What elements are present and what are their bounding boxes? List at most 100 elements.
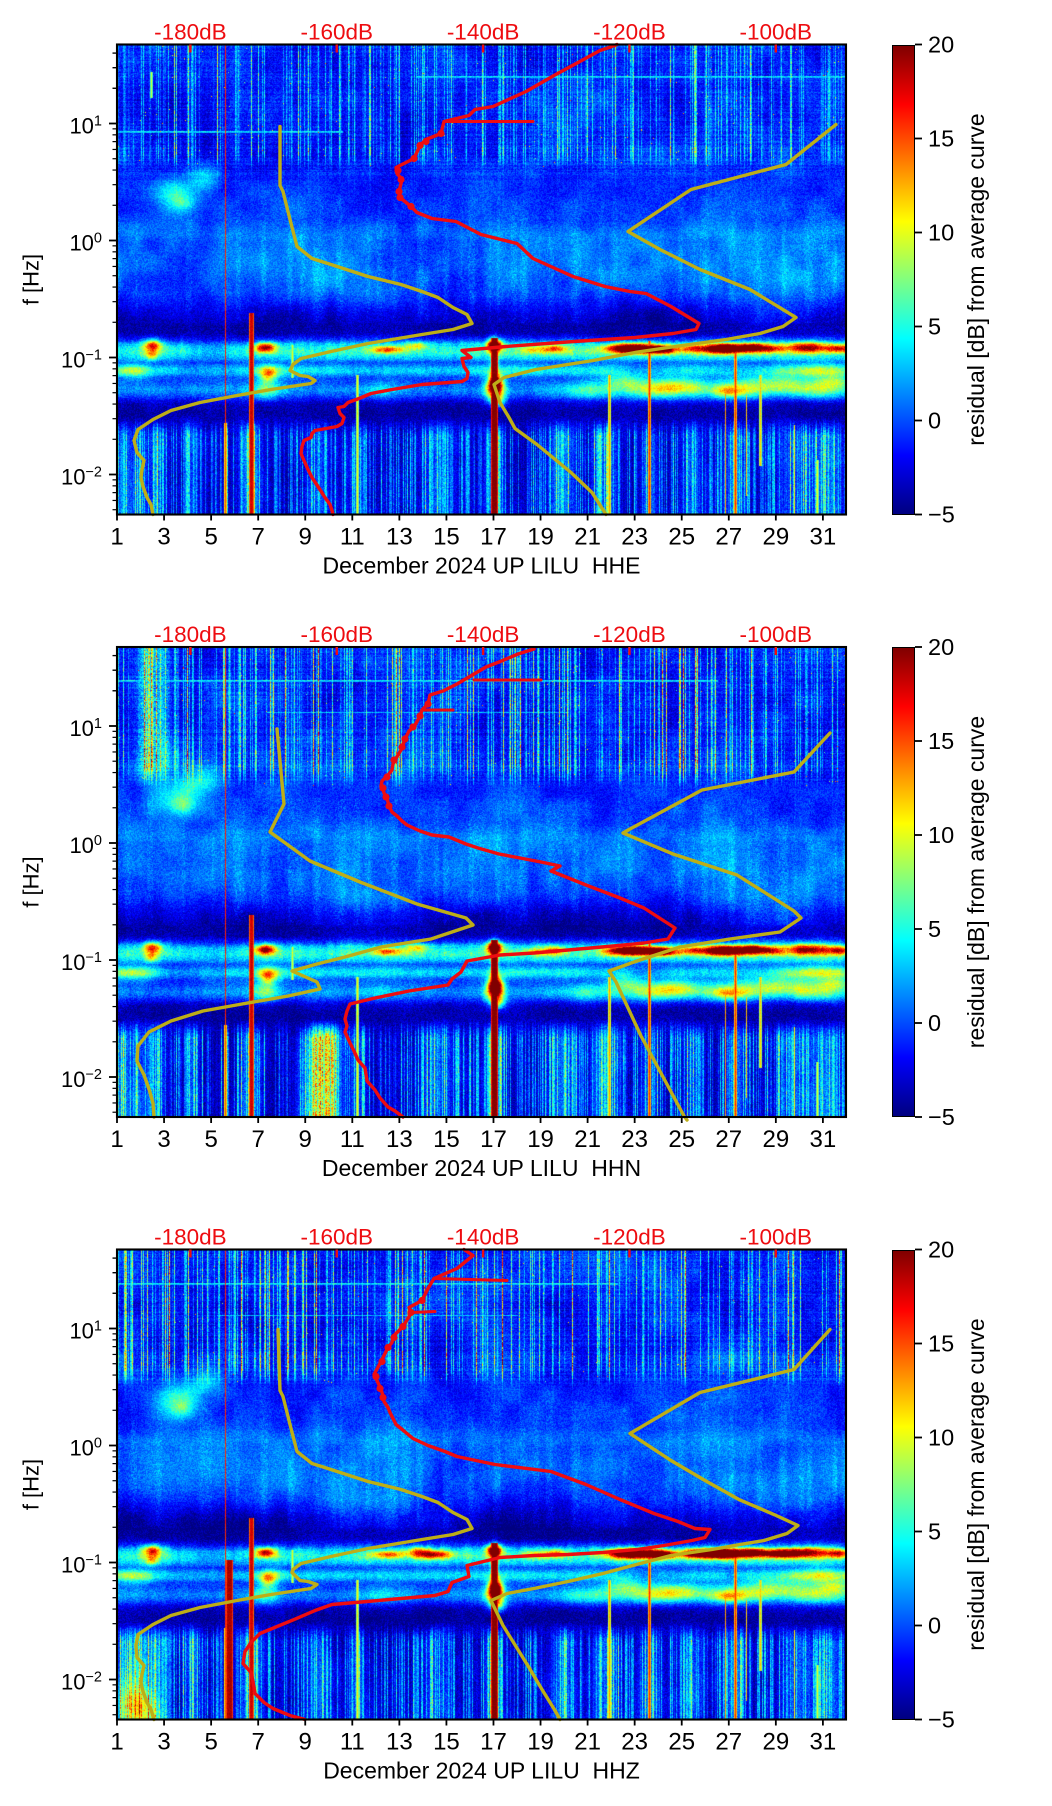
svg-text:19: 19 xyxy=(527,1126,554,1153)
svg-text:December 2024 UP LILU HHZ: December 2024 UP LILU HHZ xyxy=(323,1758,640,1784)
svg-text:9: 9 xyxy=(299,1729,312,1756)
svg-text:10−2: 10−2 xyxy=(61,1670,102,1695)
svg-text:7: 7 xyxy=(252,1729,265,1756)
svg-text:101: 101 xyxy=(69,716,102,741)
svg-text:residual [dB] from average cur: residual [dB] from average curve xyxy=(963,113,989,445)
svg-text:23: 23 xyxy=(621,524,648,551)
svg-text:17: 17 xyxy=(480,524,507,551)
svg-text:101: 101 xyxy=(69,114,102,139)
svg-text:29: 29 xyxy=(762,524,789,551)
svg-text:residual [dB] from average cur: residual [dB] from average curve xyxy=(963,1318,989,1650)
svg-text:-140dB: -140dB xyxy=(447,20,520,45)
svg-text:25: 25 xyxy=(668,524,695,551)
svg-text:f [Hz]: f [Hz] xyxy=(19,1459,44,1510)
svg-text:1: 1 xyxy=(110,524,123,551)
svg-text:7: 7 xyxy=(252,524,265,551)
svg-text:−5: −5 xyxy=(928,1104,955,1130)
svg-text:15: 15 xyxy=(433,524,460,551)
svg-text:10−1: 10−1 xyxy=(61,1553,102,1578)
svg-text:100: 100 xyxy=(69,1436,102,1461)
svg-text:13: 13 xyxy=(386,1126,413,1153)
svg-text:21: 21 xyxy=(574,524,601,551)
svg-text:−5: −5 xyxy=(928,502,955,528)
svg-text:31: 31 xyxy=(810,1729,837,1756)
svg-text:20: 20 xyxy=(928,634,954,660)
svg-text:10: 10 xyxy=(928,1425,954,1451)
svg-text:15: 15 xyxy=(928,728,954,754)
svg-text:residual [dB] from average cur: residual [dB] from average curve xyxy=(963,716,989,1048)
svg-text:10: 10 xyxy=(928,220,954,246)
svg-text:27: 27 xyxy=(715,524,742,551)
svg-text:100: 100 xyxy=(69,833,102,858)
svg-text:-160dB: -160dB xyxy=(300,622,373,647)
svg-text:December 2024 UP LILU HHE: December 2024 UP LILU HHE xyxy=(323,553,641,579)
svg-text:20: 20 xyxy=(928,1237,954,1263)
svg-text:-120dB: -120dB xyxy=(593,20,666,45)
svg-text:10−1: 10−1 xyxy=(61,950,102,975)
svg-text:5: 5 xyxy=(928,916,941,942)
svg-text:10−2: 10−2 xyxy=(61,1067,102,1092)
svg-text:-160dB: -160dB xyxy=(300,1225,373,1250)
svg-text:3: 3 xyxy=(157,1729,170,1756)
svg-text:3: 3 xyxy=(157,1126,170,1153)
svg-text:-120dB: -120dB xyxy=(593,622,666,647)
svg-text:1: 1 xyxy=(110,1126,123,1153)
svg-text:17: 17 xyxy=(480,1729,507,1756)
svg-text:5: 5 xyxy=(204,1126,217,1153)
svg-text:15: 15 xyxy=(928,1331,954,1357)
svg-text:101: 101 xyxy=(69,1319,102,1344)
svg-text:11: 11 xyxy=(340,1729,365,1756)
svg-text:13: 13 xyxy=(386,1729,413,1756)
svg-text:10−2: 10−2 xyxy=(61,465,102,490)
svg-text:9: 9 xyxy=(299,524,312,551)
svg-text:11: 11 xyxy=(340,524,365,551)
svg-text:31: 31 xyxy=(810,524,837,551)
svg-text:-180dB: -180dB xyxy=(154,20,227,45)
svg-text:5: 5 xyxy=(928,314,941,340)
svg-text:13: 13 xyxy=(386,524,413,551)
svg-text:-100dB: -100dB xyxy=(740,1225,813,1250)
svg-text:-140dB: -140dB xyxy=(447,622,520,647)
svg-text:5: 5 xyxy=(928,1519,941,1545)
svg-text:7: 7 xyxy=(252,1126,265,1153)
svg-text:5: 5 xyxy=(204,1729,217,1756)
svg-text:17: 17 xyxy=(480,1126,507,1153)
svg-text:20: 20 xyxy=(928,32,954,58)
svg-text:15: 15 xyxy=(433,1126,460,1153)
svg-text:-120dB: -120dB xyxy=(593,1225,666,1250)
svg-text:11: 11 xyxy=(340,1126,365,1153)
svg-text:27: 27 xyxy=(715,1126,742,1153)
svg-text:-160dB: -160dB xyxy=(300,20,373,45)
svg-text:29: 29 xyxy=(762,1126,789,1153)
svg-text:−5: −5 xyxy=(928,1707,955,1733)
svg-text:0: 0 xyxy=(928,1010,941,1036)
svg-text:9: 9 xyxy=(299,1126,312,1153)
svg-text:25: 25 xyxy=(668,1126,695,1153)
svg-text:21: 21 xyxy=(574,1729,601,1756)
svg-text:December 2024 UP LILU HHN: December 2024 UP LILU HHN xyxy=(322,1155,641,1181)
svg-text:100: 100 xyxy=(69,231,102,256)
svg-text:23: 23 xyxy=(621,1126,648,1153)
svg-text:1: 1 xyxy=(110,1729,123,1756)
svg-text:29: 29 xyxy=(762,1729,789,1756)
svg-text:-180dB: -180dB xyxy=(154,622,227,647)
svg-text:f [Hz]: f [Hz] xyxy=(19,254,44,305)
svg-text:27: 27 xyxy=(715,1729,742,1756)
svg-text:15: 15 xyxy=(928,126,954,152)
svg-text:-180dB: -180dB xyxy=(154,1225,227,1250)
svg-text:0: 0 xyxy=(928,408,941,434)
svg-text:10−1: 10−1 xyxy=(61,348,102,373)
svg-text:3: 3 xyxy=(157,524,170,551)
svg-text:10: 10 xyxy=(928,822,954,848)
svg-text:19: 19 xyxy=(527,1729,554,1756)
svg-text:5: 5 xyxy=(204,524,217,551)
svg-text:f [Hz]: f [Hz] xyxy=(19,856,44,907)
svg-text:25: 25 xyxy=(668,1729,695,1756)
svg-text:23: 23 xyxy=(621,1729,648,1756)
svg-text:15: 15 xyxy=(433,1729,460,1756)
svg-text:19: 19 xyxy=(527,524,554,551)
svg-text:-100dB: -100dB xyxy=(740,20,813,45)
svg-text:21: 21 xyxy=(574,1126,601,1153)
svg-text:0: 0 xyxy=(928,1613,941,1639)
svg-text:31: 31 xyxy=(810,1126,837,1153)
